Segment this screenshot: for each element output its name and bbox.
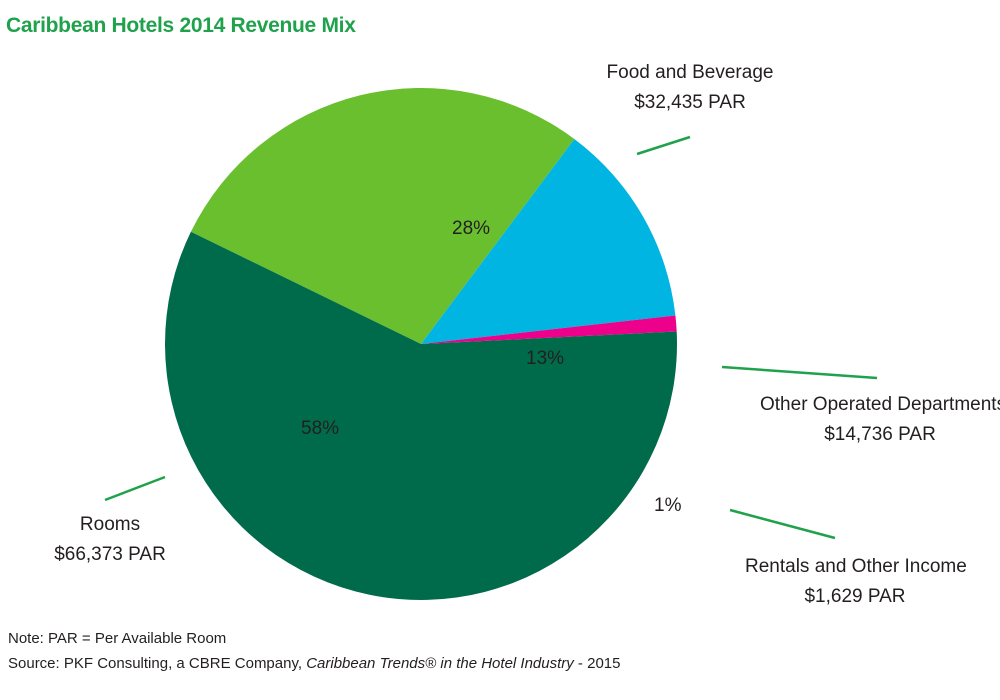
source-prefix: Source: PKF Consulting, a CBRE Company,	[8, 655, 307, 672]
note-text: Note: PAR = Per Available Room	[8, 630, 227, 647]
leader-line-rooms	[104, 475, 166, 502]
pct-label-food-and-beverage: 28%	[452, 218, 491, 239]
leader-line-other-operated-departments	[721, 365, 878, 380]
slice-par: $66,373 PAR	[54, 544, 166, 565]
slice-par: $1,629 PAR	[804, 586, 906, 607]
slice-label-other-operated-departments: Other Operated Departments $14,736 PAR	[760, 390, 1000, 450]
slice-label-rentals-and-other-income: Rentals and Other Income $1,629 PAR	[745, 552, 967, 612]
source-text: Source: PKF Consulting, a CBRE Company, …	[8, 651, 620, 676]
pie-slice-food-and-beverage	[190, 87, 575, 345]
pct-label-other-operated-departments: 13%	[526, 348, 565, 369]
leader-line-food-and-beverage	[636, 135, 691, 156]
slice-name: Rooms	[79, 514, 141, 535]
pie-slice-rooms	[164, 231, 677, 601]
slice-name: Other Operated Departments	[760, 394, 1000, 415]
source-suffix: - 2015	[573, 655, 621, 672]
chart-title: Caribbean Hotels 2014 Revenue Mix	[6, 14, 356, 37]
pct-label-rentals-and-other-income: 1%	[654, 495, 682, 516]
pie-slices	[164, 87, 677, 601]
pct-label-rooms: 58%	[301, 418, 340, 439]
slice-name: Food and Beverage	[606, 62, 774, 83]
footnote: Note: PAR = Per Available Room Source: P…	[8, 626, 620, 676]
slice-name: Rentals and Other Income	[745, 556, 967, 577]
leader-lines	[104, 135, 878, 540]
pie-slice-other-operated-departments	[421, 139, 676, 344]
slice-par: $14,736 PAR	[824, 424, 936, 445]
pie-slice-rentals-and-other-income	[421, 315, 677, 344]
source-title: Caribbean Trends® in the Hotel Industry	[306, 655, 574, 672]
leader-line-rentals-and-other-income	[729, 508, 836, 540]
slice-par: $32,435 PAR	[634, 92, 746, 113]
slice-label-food-and-beverage: Food and Beverage $32,435 PAR	[590, 58, 790, 118]
slice-label-rooms: Rooms $66,373 PAR	[30, 510, 190, 570]
